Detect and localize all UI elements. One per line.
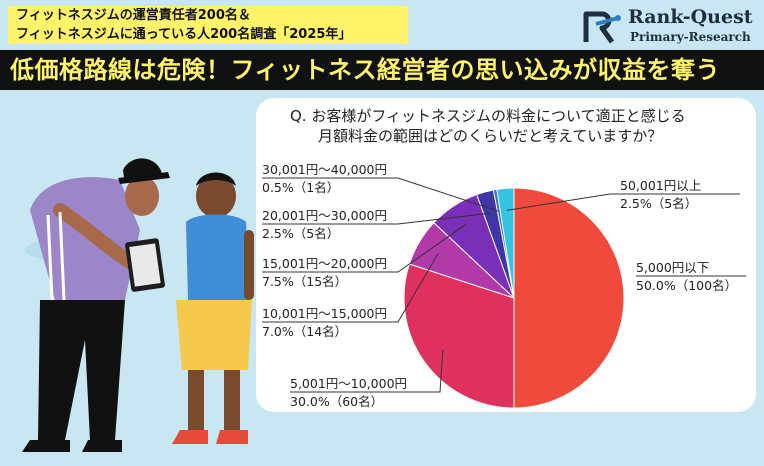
banner-line-2: フィットネスジムに通っている人200名調査「2025年」 — [16, 27, 352, 42]
pie-label-group-2: 10,001円～15,000円 7.0%（14名） — [262, 252, 439, 339]
brand-logo-block: Rank-Quest Primary-Research — [582, 6, 758, 46]
pie-label-group-0: 5,000円以下 50.0%（100名） — [636, 260, 746, 293]
pie-label-group-1: 5,001円～10,000円 30.0%（60名） — [290, 349, 444, 409]
boy-figure — [172, 172, 254, 444]
pie-value-label-5: 0.5%（1名） — [262, 180, 339, 195]
pie-value-label-0: 50.0%（100名） — [636, 278, 737, 293]
pie-label-group-6: 50,001円以上 2.5%（5名） — [507, 178, 740, 211]
pie-label-3: 15,001円～20,000円 — [262, 256, 387, 271]
pie-leader-line-4 — [262, 212, 491, 225]
pie-leader-line-5 — [262, 177, 500, 212]
pie-slice-0 — [513, 187, 625, 409]
pie-label-group-4: 20,001円～30,000円 2.5%（5名） — [262, 208, 491, 241]
pie-value-label-6: 2.5%（5名） — [620, 196, 697, 211]
pie-leader-line-1 — [290, 349, 444, 393]
pie-value-label-1: 30.0%（60名） — [290, 394, 383, 409]
chart-title: Q. お客様がフィットネスジムの料金について適正と感じる 月額料金の範囲はどのく… — [290, 106, 750, 146]
pie-value-label-2: 7.0%（14名） — [262, 324, 347, 339]
pie-leader-line-6 — [507, 193, 740, 211]
pie-label-2: 10,001円～15,000円 — [262, 306, 387, 321]
pie-slice-6 — [496, 187, 515, 299]
pie-label-1: 5,001円～10,000円 — [290, 376, 407, 391]
chart-title-line-2: 月額料金の範囲はどのくらいだと考えていますか？ — [318, 127, 663, 145]
pie-label-0: 5,000円以下 — [636, 260, 709, 275]
headline-text: 低価格路線は危険！フィットネス経営者の思い込みが収益を奪う — [10, 56, 721, 84]
brand-subtitle: Primary-Research — [630, 30, 751, 44]
pie-label-group-5: 30,001円～40,000円 0.5%（1名） — [262, 162, 500, 212]
pie-label-5: 30,001円～40,000円 — [262, 162, 387, 177]
banner-line-1: フィットネスジムの運営責任者200名＆ — [16, 8, 251, 23]
rank-quest-logo-icon — [583, 11, 621, 44]
coach-figure — [22, 158, 170, 452]
survey-banner: フィットネスジムの運営責任者200名＆ フィットネスジムに通っている人200名調… — [8, 6, 408, 44]
chart-title-line-1: Q. お客様がフィットネスジムの料金について適正と感じる — [290, 107, 686, 125]
pie-leader-line-2 — [262, 252, 439, 323]
pie-value-label-4: 2.5%（5名） — [262, 226, 339, 241]
pie-value-label-3: 7.5%（15名） — [262, 274, 347, 289]
coach-and-boy-illustration — [22, 158, 254, 452]
headline-bar: 低価格路線は危険！フィットネス経営者の思い込みが収益を奪う — [0, 50, 764, 90]
pie-leader-line-3 — [262, 224, 466, 273]
brand-name: Rank-Quest — [628, 6, 753, 28]
pie-slice-1 — [403, 263, 515, 409]
pie-label-6: 50,001円以上 — [620, 178, 701, 193]
pie-label-4: 20,001円～30,000円 — [262, 208, 387, 223]
pie-label-group-3: 15,001円～20,000円 7.5%（15名） — [262, 224, 466, 289]
